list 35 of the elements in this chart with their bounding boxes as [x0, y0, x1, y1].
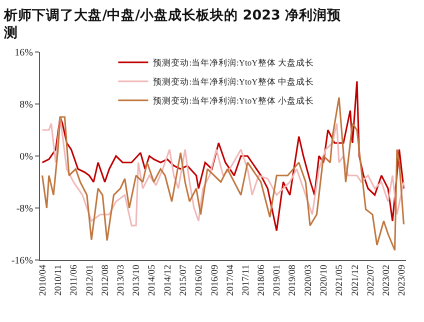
x-tick-label: 2013/10: [132, 264, 142, 296]
x-tick-label: 2017/11: [241, 264, 252, 296]
y-tick-label: -8%: [16, 204, 33, 214]
line-series: [41, 116, 405, 226]
x-tick-label: 2012/01: [85, 264, 96, 296]
x-tick-label: 2010/11: [54, 264, 64, 296]
chart-title: 析师下调了大盘/中盘/小盘成长板块的 2023 净利润预测: [3, 6, 342, 41]
x-tick-label: 2014/12: [163, 264, 174, 296]
x-tick-label: 2022/07: [366, 264, 376, 296]
x-tick-label: 2020/10: [320, 264, 330, 296]
line-series: [41, 96, 405, 252]
legend-label: 预测变动:当年净利润:YtoY整体 大盘成长: [153, 58, 314, 68]
x-tick-label: 2023/02: [382, 264, 392, 296]
y-tick-label: 16%: [14, 48, 33, 58]
legend-label: 预测变动:当年净利润:YtoY整体 中盘成长: [153, 76, 314, 87]
x-tick-label: 2020/03: [304, 264, 314, 296]
x-tick-label: 2019/08: [288, 264, 298, 296]
x-tick-label: 2015/07: [178, 264, 189, 296]
y-tick-label: 0%: [20, 152, 33, 162]
x-tick-label: 2011/06: [70, 264, 80, 296]
x-tick-label: 2017/04: [226, 264, 236, 296]
x-tick-label: 2013/03: [116, 264, 126, 296]
x-tick-label: 2021/05: [335, 264, 346, 296]
x-tick-label: 2014/05: [148, 264, 158, 296]
legend-label: 预测变动:当年净利润:YtoY整体 小盘成长: [153, 96, 314, 106]
x-tick-label: 2012/08: [100, 264, 111, 296]
x-tick-label: 2016/02: [194, 264, 205, 296]
x-tick-label: 2021/12: [350, 264, 361, 296]
x-tick-label: 2018/06: [257, 264, 268, 296]
x-tick-label: 2019/01: [272, 264, 283, 296]
y-tick-label: 8%: [20, 100, 33, 110]
x-tick-label: 2010/04: [38, 264, 48, 296]
y-tick-label: -16%: [11, 256, 33, 266]
x-tick-label: 2023/09: [398, 264, 408, 296]
x-tick-label: 2016/09: [210, 264, 220, 296]
